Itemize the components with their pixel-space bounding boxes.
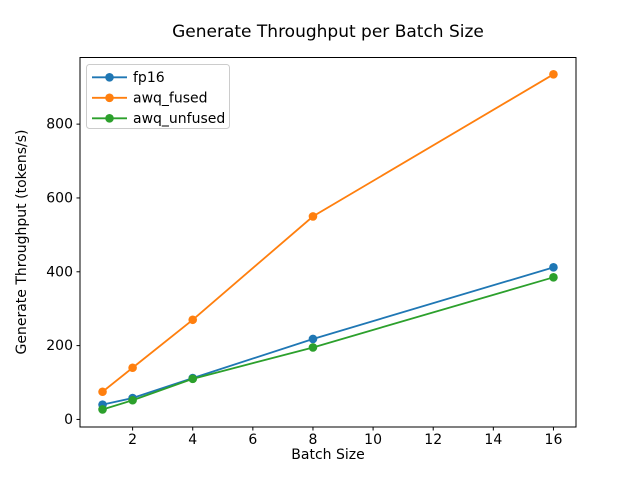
data-point-awq_unfused [308, 343, 318, 352]
legend-entry-awq_fused: awq_fused [133, 91, 208, 107]
y-tick-label: 600 [46, 190, 73, 206]
x-tick-label: 2 [128, 432, 137, 448]
legend-marker-awq_fused [105, 93, 114, 103]
axes-frame [79, 57, 577, 428]
x-tick-label: 8 [309, 432, 318, 448]
data-point-awq_unfused [188, 374, 198, 384]
y-tick-label: 200 [46, 338, 73, 354]
x-tick-label: 4 [188, 432, 197, 448]
x-tick-label: 6 [248, 432, 257, 448]
data-point-awq_unfused [549, 273, 558, 282]
data-point-awq_fused [549, 69, 558, 79]
x-axis-label: Batch Size [291, 447, 364, 463]
data-point-awq_fused [98, 387, 107, 397]
data-point-fp16 [549, 263, 558, 272]
y-tick-label: 800 [46, 117, 73, 133]
legend-box [86, 64, 230, 129]
data-point-fp16 [308, 334, 318, 344]
data-point-awq_fused [308, 212, 318, 221]
data-point-awq_fused [188, 315, 198, 325]
chart-title: Generate Throughput per Batch Size [172, 22, 484, 42]
legend-entry-fp16: fp16 [133, 70, 165, 86]
legend-entry-awq_unfused: awq_unfused [133, 111, 225, 127]
data-point-awq_fused [128, 363, 137, 373]
data-point-awq_unfused [128, 395, 137, 405]
x-tick-label: 14 [484, 432, 502, 448]
x-tick-label: 12 [424, 432, 442, 448]
legend-marker-awq_unfused [105, 114, 114, 123]
data-point-awq_unfused [98, 405, 107, 414]
y-axis-label: Generate Throughput (tokens/s) [14, 130, 30, 355]
y-tick-label: 400 [46, 264, 73, 280]
y-tick-label: 0 [64, 412, 73, 428]
x-tick-label: 16 [545, 432, 563, 448]
legend-marker-fp16 [105, 73, 114, 82]
x-tick-label: 10 [364, 432, 382, 448]
